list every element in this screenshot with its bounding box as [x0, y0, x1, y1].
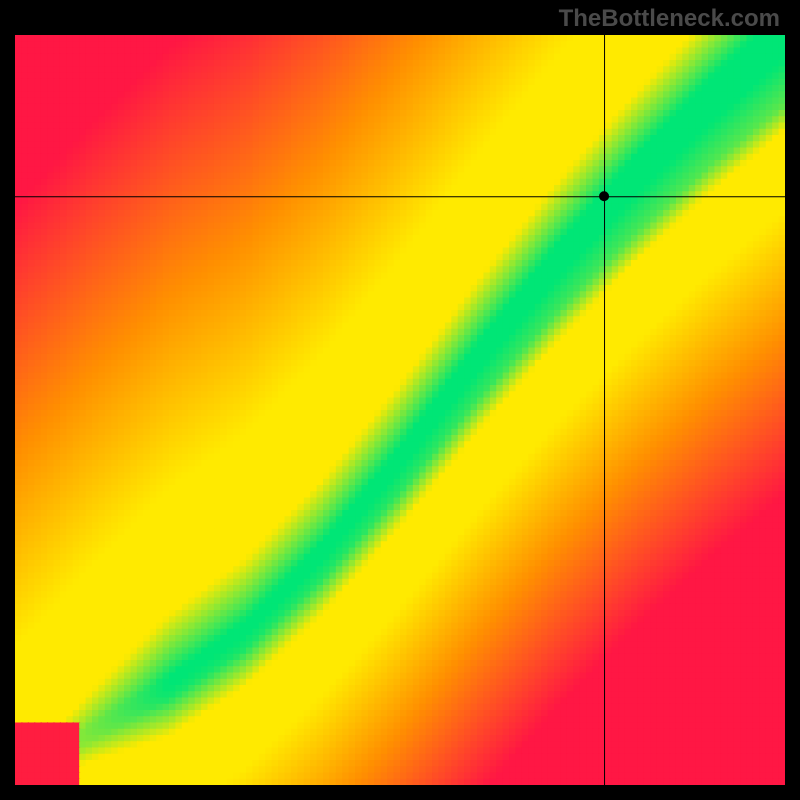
bottleneck-heatmap — [15, 35, 785, 785]
watermark-text: TheBottleneck.com — [559, 5, 780, 33]
chart-area — [15, 35, 785, 785]
chart-container: TheBottleneck.com — [0, 0, 800, 800]
